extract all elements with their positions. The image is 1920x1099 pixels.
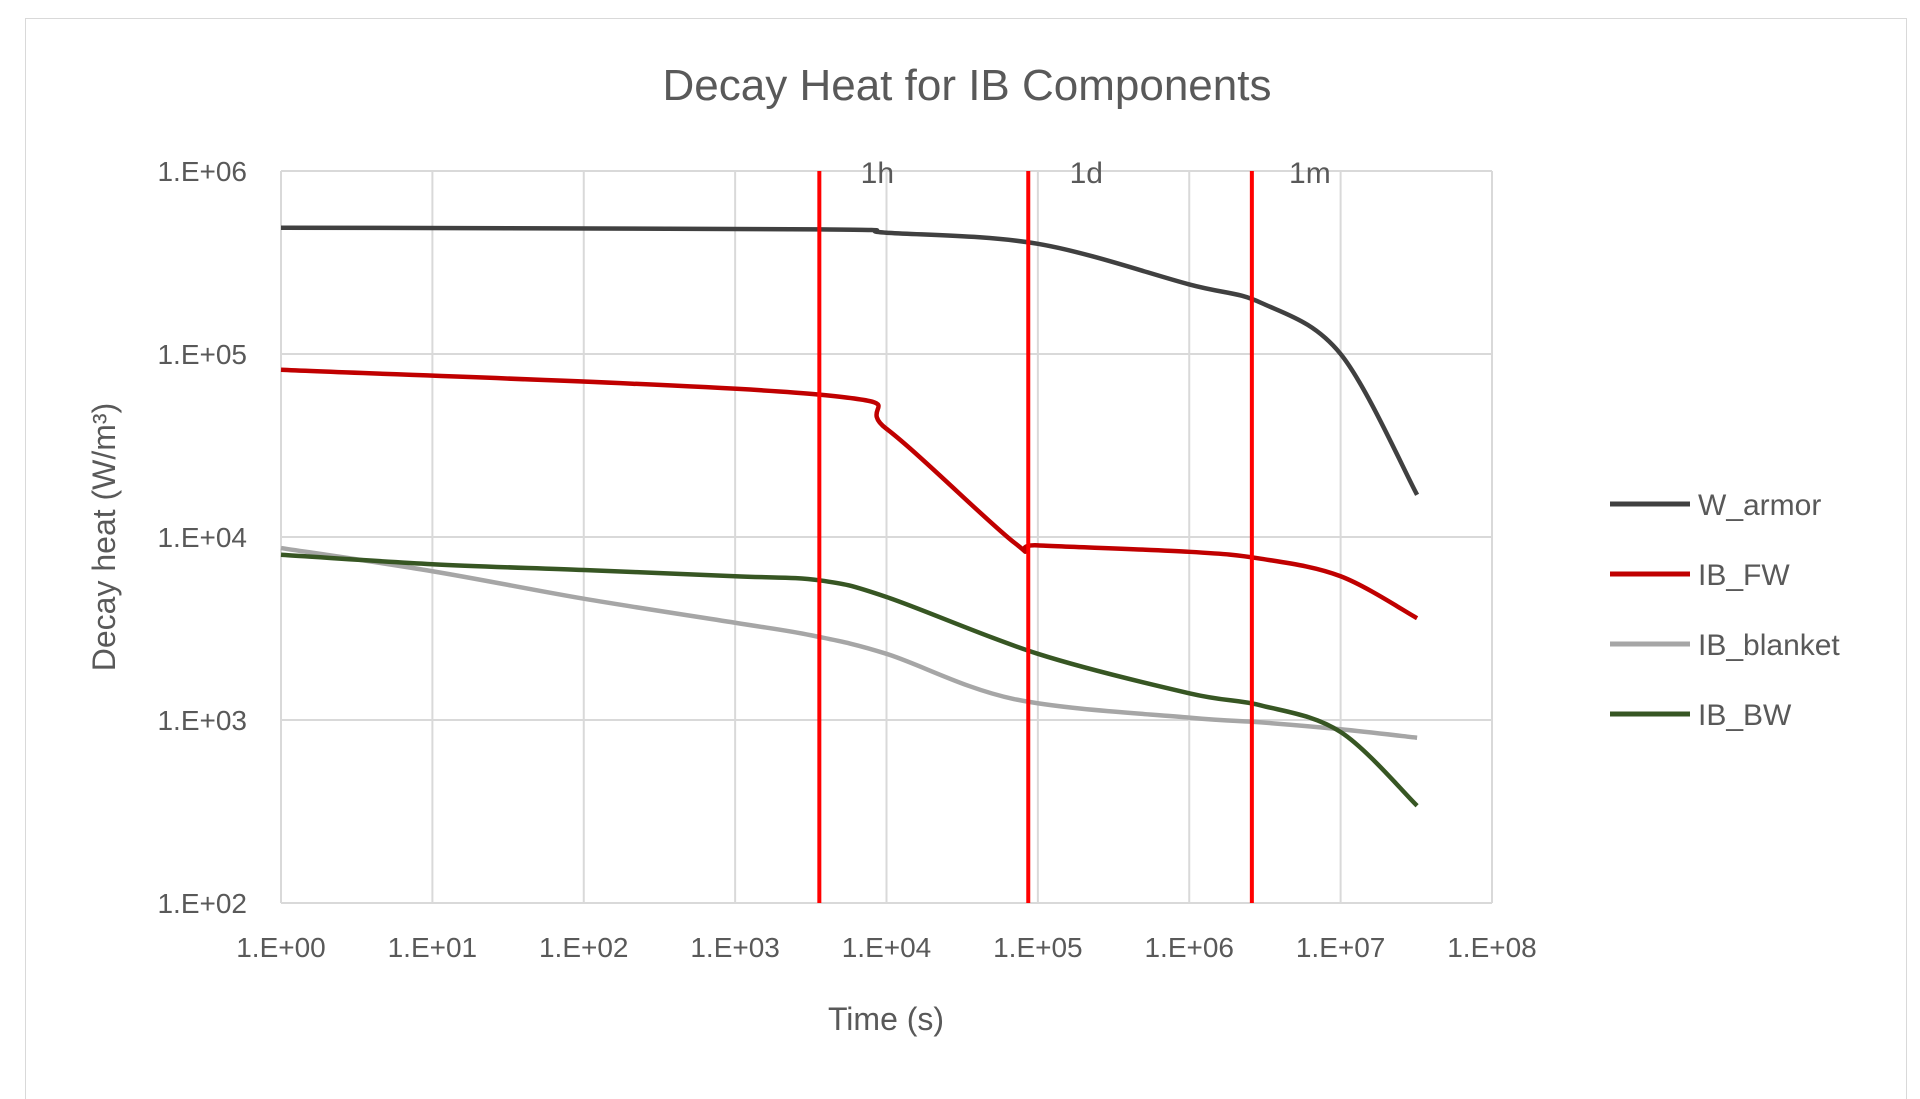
series-line-ib-fw [280, 367, 1419, 621]
y-tick-label: 1.E+05 [157, 339, 247, 370]
y-tick-label: 1.E+02 [157, 888, 247, 919]
legend-label: IB_FW [1698, 559, 1790, 592]
series-line-ib-blanket [280, 545, 1418, 740]
y-tick-label: 1.E+06 [157, 156, 247, 187]
chart-title: Decay Heat for IB Components [663, 61, 1272, 110]
x-tick-label: 1.E+03 [690, 932, 780, 963]
legend-label: IB_BW [1698, 699, 1792, 732]
series-line-ib-bw [280, 552, 1419, 808]
marker-label: 1d [1070, 157, 1103, 190]
x-tick-label: 1.E+06 [1144, 932, 1234, 963]
x-tick-label: 1.E+05 [993, 932, 1083, 963]
x-tick-label: 1.E+01 [388, 932, 478, 963]
marker-label: 1h [861, 157, 894, 190]
x-tick-label: 1.E+02 [539, 932, 629, 963]
series-line-w-armor [280, 225, 1420, 496]
marker-label: 1m [1289, 157, 1331, 190]
x-tick-label: 1.E+00 [236, 932, 326, 963]
x-axis-label: Time (s) [828, 1001, 944, 1037]
legend-label: IB_blanket [1698, 629, 1840, 662]
y-tick-label: 1.E+03 [157, 705, 247, 736]
y-tick-label: 1.E+04 [157, 522, 247, 553]
x-tick-label: 1.E+07 [1296, 932, 1386, 963]
legend-label: W_armor [1698, 489, 1821, 522]
x-tick-label: 1.E+04 [842, 932, 932, 963]
y-axis-label: Decay heat (W/m³) [86, 403, 122, 671]
x-tick-label: 1.E+08 [1447, 932, 1537, 963]
